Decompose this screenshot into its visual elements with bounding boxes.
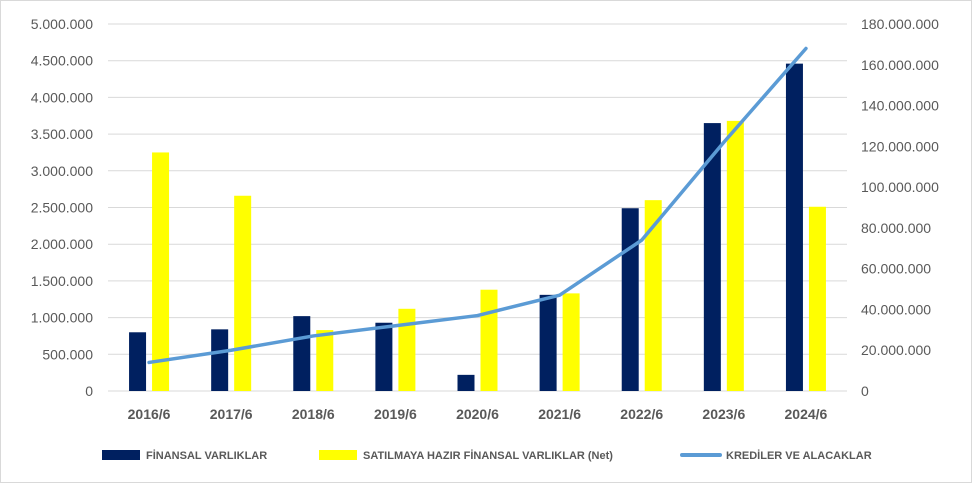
- left-tick-label: 1.500.000: [31, 273, 93, 289]
- bar-satilmaya-hazir: [644, 200, 662, 391]
- left-tick-label: 3.000.000: [31, 163, 93, 179]
- bar-finansal-varliklar: [703, 123, 721, 391]
- bars: [129, 63, 826, 392]
- right-tick-label: 140.000.000: [861, 98, 939, 114]
- bar-finansal-varliklar: [129, 332, 147, 391]
- category-label: 2024/6: [785, 406, 828, 422]
- left-tick-label: 3.500.000: [31, 126, 93, 142]
- right-tick-label: 40.000.000: [861, 301, 931, 317]
- category-label: 2016/6: [128, 406, 171, 422]
- left-tick-label: 0: [85, 383, 93, 399]
- bar-finansal-varliklar: [211, 329, 229, 391]
- bar-satilmaya-hazir: [726, 120, 744, 391]
- bar-satilmaya-hazir: [152, 152, 170, 391]
- right-tick-label: 0: [861, 383, 869, 399]
- category-label: 2017/6: [210, 406, 253, 422]
- left-tick-label: 500.000: [42, 346, 93, 362]
- left-tick-label: 2.500.000: [31, 200, 93, 216]
- category-label: 2020/6: [456, 406, 499, 422]
- legend: FİNANSAL VARLIKLAR SATILMAYA HAZIR FİNANS…: [102, 449, 872, 462]
- right-y-axis: 0 20.000.000 40.000.000 60.000.000 80.000.00…: [861, 16, 939, 399]
- right-tick-label: 120.000.000: [861, 138, 939, 154]
- line-series: [147, 46, 808, 365]
- legend-swatch: [102, 450, 140, 460]
- left-tick-label: 5.000.000: [31, 16, 93, 32]
- bar-finansal-varliklar: [457, 374, 475, 391]
- legend-label: FİNANSAL VARLIKLAR: [146, 449, 267, 462]
- right-tick-label: 80.000.000: [861, 220, 931, 236]
- bar-satilmaya-hazir: [562, 293, 580, 391]
- category-label: 2019/6: [374, 406, 417, 422]
- category-label: 2018/6: [292, 406, 335, 422]
- line-krediler-ve-alacaklar: [147, 46, 808, 365]
- right-tick-label: 20.000.000: [861, 342, 931, 358]
- gridlines: [108, 23, 847, 392]
- right-tick-label: 180.000.000: [861, 16, 939, 32]
- bar-satilmaya-hazir: [234, 195, 252, 391]
- bar-finansal-varliklar: [539, 294, 557, 391]
- bar-finansal-varliklar: [375, 322, 393, 391]
- category-label: 2023/6: [702, 406, 745, 422]
- category-label: 2021/6: [538, 406, 581, 422]
- left-tick-label: 4.000.000: [31, 89, 93, 105]
- bar-satilmaya-hazir: [808, 206, 826, 391]
- legend-swatch: [319, 450, 357, 460]
- bar-satilmaya-hazir: [480, 289, 498, 391]
- bar-satilmaya-hazir: [398, 308, 416, 391]
- category-label: 2022/6: [620, 406, 663, 422]
- legend-label: KREDİLER VE ALACAKLAR: [726, 449, 872, 462]
- legend-label: SATILMAYA HAZIR FİNANSAL VARLIKLAR (Net): [363, 449, 613, 462]
- bar-satilmaya-hazir: [316, 330, 334, 391]
- bar-finansal-varliklar: [293, 316, 311, 391]
- left-tick-label: 4.500.000: [31, 53, 93, 69]
- right-tick-label: 60.000.000: [861, 261, 931, 277]
- bar-finansal-varliklar: [621, 208, 639, 391]
- right-tick-label: 160.000.000: [861, 57, 939, 73]
- left-tick-label: 1.000.000: [31, 310, 93, 326]
- x-axis: 2016/6 2017/6 2018/6 2019/6 2020/6 2021/6 2022…: [128, 406, 828, 422]
- bar-finansal-varliklar: [785, 63, 803, 392]
- left-y-axis: 0 500.000 1.000.000 1.500.000 2.000.000 2.500…: [31, 16, 94, 399]
- right-tick-label: 100.000.000: [861, 179, 939, 195]
- left-tick-label: 2.000.000: [31, 236, 93, 252]
